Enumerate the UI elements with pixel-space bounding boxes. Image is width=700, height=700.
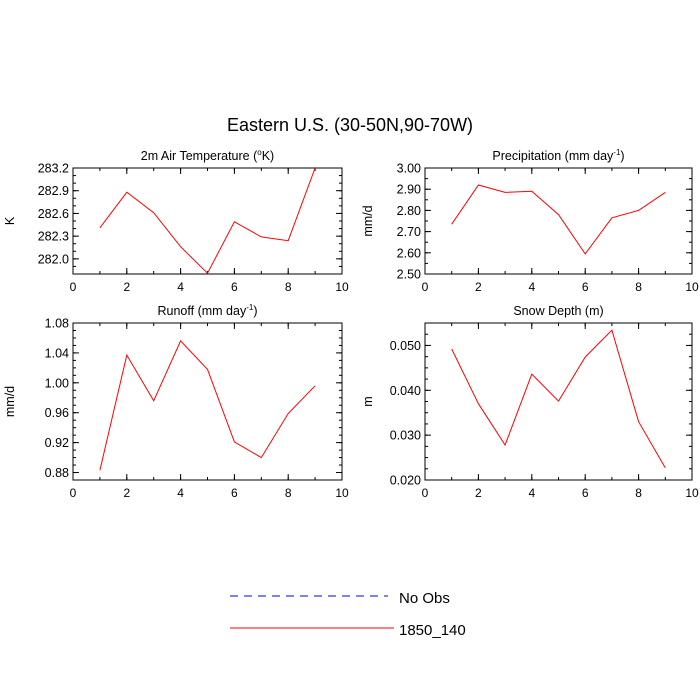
y-axis-label: mm/d: [361, 205, 375, 236]
x-tick-label: 4: [528, 280, 535, 294]
x-tick-label: 8: [285, 486, 292, 500]
series-line-1850_140: [451, 184, 666, 255]
y-axis-label: K: [3, 216, 17, 225]
legend-label-1850-140: 1850_140: [399, 622, 466, 639]
panel-title: 2m Air Temperature (oK): [141, 148, 274, 163]
y-tick-label: 2.80: [397, 204, 421, 218]
x-tick-label: 2: [475, 486, 482, 500]
x-tick-label: 10: [335, 486, 349, 500]
x-tick-label: 0: [70, 486, 77, 500]
y-tick-label: 282.3: [38, 230, 69, 244]
x-tick-label: 10: [335, 280, 349, 294]
y-tick-label: 283.2: [38, 162, 69, 176]
panel-precipitation: 0 2 4 6 8 10 2.50 2.60 2.70 2.80 2.90 3.00 mm/d Preci…: [361, 148, 699, 294]
x-tick-label: 2: [123, 280, 130, 294]
panel-runoff: 0 2 4 6 8 10 0.88 0.92 0.96 1.00 1.04 1.08 mm/d Runof…: [3, 303, 349, 500]
x-tick-label: 6: [582, 486, 589, 500]
panel-snow-depth: 0 2 4 6 8 10 0.020 0.030 0.040 0.050 m Snow Depth (…: [361, 304, 699, 500]
x-tick-label: 10: [685, 486, 699, 500]
y-tick-label: 2.50: [397, 268, 421, 282]
y-tick-label: 0.040: [390, 384, 421, 398]
series-line-1850_140: [99, 340, 316, 471]
y-tick-label: 0.030: [390, 429, 421, 443]
y-tick-label: 1.00: [45, 376, 69, 390]
series-line-1850_140: [99, 167, 316, 275]
y-tick-label: 0.050: [390, 339, 421, 353]
x-tick-label: 10: [685, 280, 699, 294]
x-tick-label: 6: [582, 280, 589, 294]
y-tick-label: 2.90: [397, 183, 421, 197]
x-tick-label: 2: [475, 280, 482, 294]
panel-title: Precipitation (mm day-1): [492, 148, 624, 163]
x-tick-label: 6: [231, 280, 238, 294]
y-tick-label: 1.04: [45, 346, 69, 360]
y-tick-label: 1.08: [45, 317, 69, 331]
y-axis-label: m: [361, 396, 375, 406]
x-tick-label: 8: [635, 486, 642, 500]
x-tick-label: 6: [231, 486, 238, 500]
x-tick-label: 4: [528, 486, 535, 500]
panel-title: Snow Depth (m): [513, 304, 603, 318]
x-tick-label: 0: [422, 280, 429, 294]
x-tick-label: 2: [123, 486, 130, 500]
series-line-1850_140: [451, 329, 666, 469]
legend: No Obs 1850_140: [230, 590, 466, 639]
y-tick-label: 0.92: [45, 436, 69, 450]
y-tick-label: 282.0: [38, 252, 69, 266]
y-tick-label: 2.60: [397, 246, 421, 260]
y-tick-label: 0.88: [45, 466, 69, 480]
panel-title: Runoff (mm day-1): [158, 303, 258, 318]
y-tick-label: 282.9: [38, 184, 69, 198]
figure-title: Eastern U.S. (30-50N,90-70W): [227, 115, 473, 135]
y-tick-label: 282.6: [38, 207, 69, 221]
x-tick-label: 8: [285, 280, 292, 294]
x-tick-label: 8: [635, 280, 642, 294]
x-tick-label: 0: [422, 486, 429, 500]
x-tick-label: 4: [177, 486, 184, 500]
y-axis-label: mm/d: [3, 386, 17, 417]
y-tick-label: 2.70: [397, 225, 421, 239]
y-tick-label: 3.00: [397, 162, 421, 176]
y-tick-label: 0.96: [45, 406, 69, 420]
y-tick-label: 0.020: [390, 474, 421, 488]
legend-label-no-obs: No Obs: [399, 590, 450, 607]
x-tick-label: 0: [70, 280, 77, 294]
x-tick-label: 4: [177, 280, 184, 294]
panel-air-temperature: 0 2 4 6 8 10 282.0 282.3 282.6 282.9 283.2 K 2m Air …: [3, 148, 349, 294]
